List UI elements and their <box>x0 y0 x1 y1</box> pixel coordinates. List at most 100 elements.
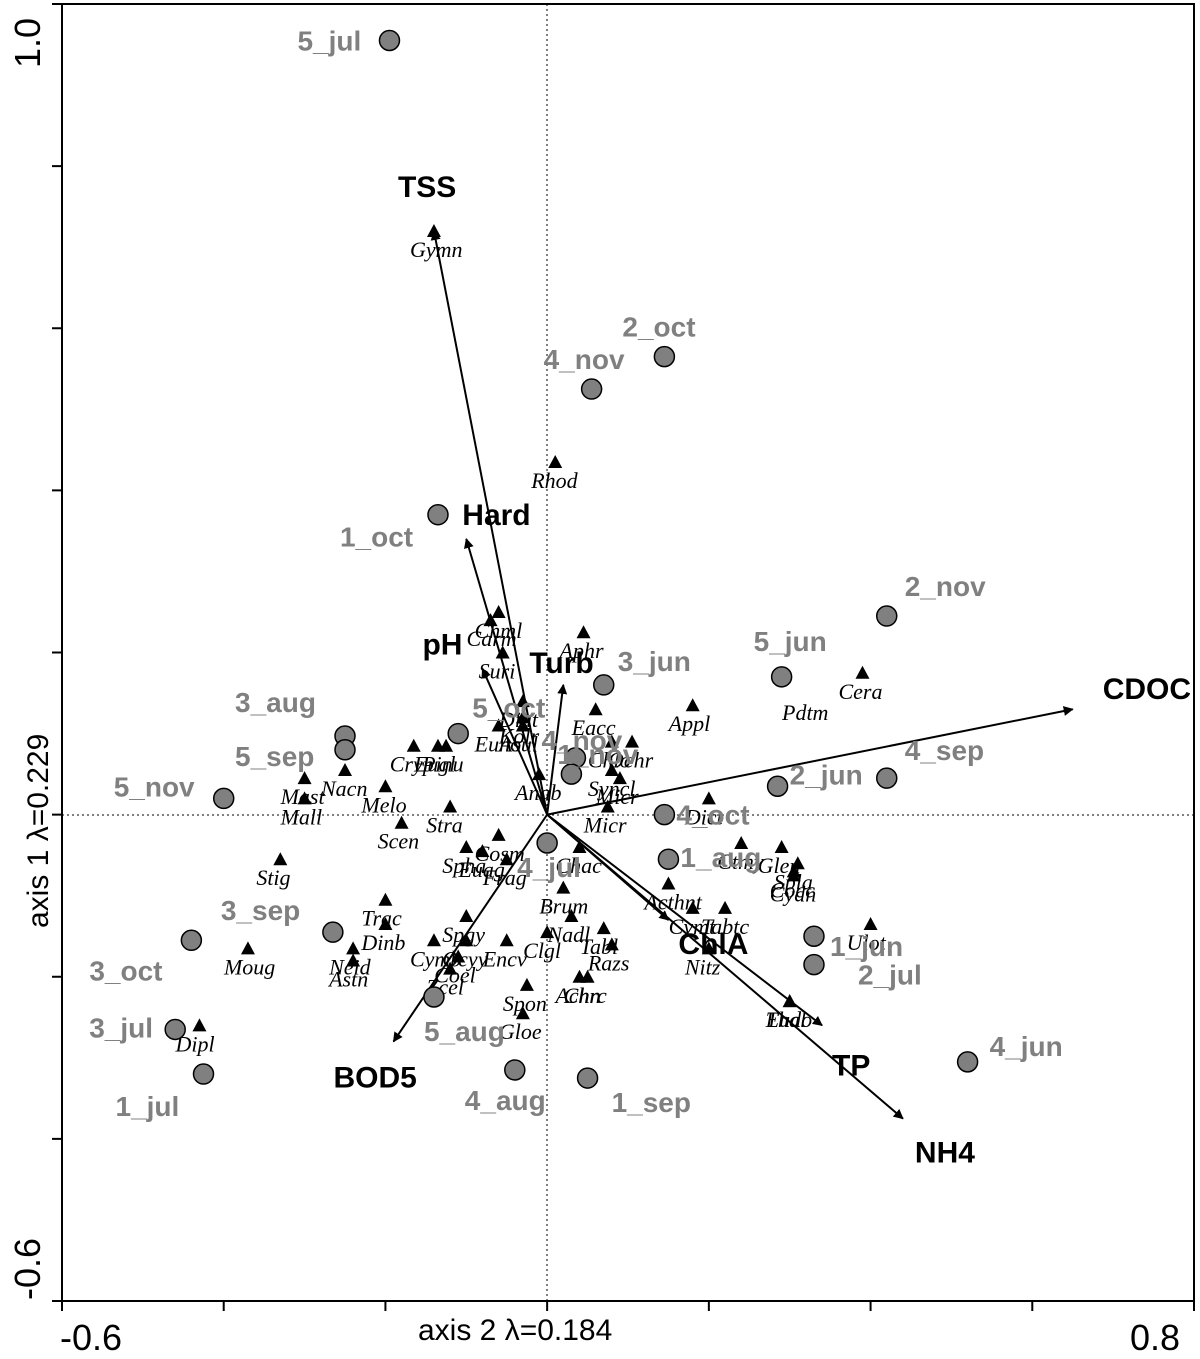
site-label: 1_aug <box>680 842 761 873</box>
vector-ph <box>481 667 549 816</box>
species-label: Nadl <box>546 922 590 947</box>
species-label: Stig <box>256 865 290 890</box>
species-label: Eacc <box>571 715 616 740</box>
species-marker <box>475 844 490 858</box>
species-marker <box>600 799 615 813</box>
site-label: 5_jul <box>297 25 361 56</box>
species-marker <box>491 827 506 841</box>
vector-hard <box>464 538 549 815</box>
species-marker <box>701 941 716 955</box>
vector-turb <box>546 683 568 815</box>
species-marker <box>548 455 563 469</box>
site-label: 5_oct <box>472 693 545 724</box>
species-label: Gloe <box>499 1019 542 1044</box>
x-axis-ticks <box>61 1301 1195 1311</box>
site-marker <box>447 722 469 745</box>
site-marker <box>653 345 676 368</box>
vector-bod5 <box>392 814 548 1043</box>
site-marker <box>875 605 898 627</box>
species-label: Chml <box>475 618 523 643</box>
species-marker <box>459 933 474 947</box>
site-label: 1_oct <box>340 522 413 553</box>
species-marker <box>519 977 534 991</box>
species-label: Ulot <box>847 930 887 955</box>
x-axis-title: axis 2 λ=0.184 <box>418 1314 612 1347</box>
site-label: 5_nov <box>114 771 195 802</box>
site-label: 5_aug <box>424 1016 505 1047</box>
species-marker <box>394 815 409 829</box>
species-marker <box>491 718 506 732</box>
x-tick-label-max: 0.8 <box>1130 1317 1180 1358</box>
vector-cdoc <box>546 706 1074 816</box>
species-marker <box>588 702 603 716</box>
species-label: Cocc <box>770 877 815 902</box>
y-axis-title: axis 1 λ=0.229 <box>22 734 55 928</box>
species-marker <box>426 933 441 947</box>
site-label: 4_jun <box>990 1031 1063 1062</box>
species-marker <box>576 625 591 639</box>
site-label: 5_sep <box>235 741 314 772</box>
vector-label: pH <box>422 629 462 662</box>
species-marker <box>515 1006 530 1020</box>
site-marker <box>956 1051 979 1073</box>
species-marker <box>378 779 393 793</box>
site-marker <box>334 739 356 761</box>
species-label: Stra <box>426 813 463 838</box>
species-marker <box>430 738 445 752</box>
vector-tp <box>546 813 823 1027</box>
species-label: Aphr <box>558 638 604 663</box>
site-label: 3_sep <box>221 895 300 926</box>
species-marker <box>491 604 506 618</box>
site-marker <box>580 378 603 400</box>
species-label: Ctmy <box>717 849 764 874</box>
site-marker <box>766 775 789 798</box>
site-label: 4_oct <box>676 800 749 831</box>
site-marker <box>322 921 344 943</box>
site-label: 1_sep <box>612 1087 691 1118</box>
vector-label: TP <box>832 1049 870 1082</box>
site-marker <box>536 832 558 854</box>
species-label: Cera <box>838 679 882 704</box>
species-marker <box>406 738 421 752</box>
species-marker <box>346 941 361 955</box>
species-label: Clgl <box>523 938 561 963</box>
species-marker <box>338 763 352 777</box>
species-marker <box>625 734 640 748</box>
sites-layer: 5_jul2_oct4_nov1_oct2_nov5_jun3_jun3_aug… <box>89 25 1063 1122</box>
species-marker <box>863 917 878 931</box>
site-label: 3_oct <box>89 955 162 986</box>
vector-tss <box>430 229 549 815</box>
species-label: Nacn <box>320 776 367 801</box>
species-label: Encv <box>482 946 527 971</box>
species-label: Euag <box>457 857 504 882</box>
vector-label: NH4 <box>915 1137 975 1170</box>
species-label: Melo <box>360 792 406 817</box>
site-label: 1_nov <box>557 739 638 770</box>
species-marker <box>734 835 749 849</box>
species-marker <box>604 937 619 951</box>
species-marker <box>346 953 361 967</box>
species-marker <box>604 734 619 748</box>
site-marker <box>164 1018 186 1041</box>
species-label: Coel <box>434 962 476 987</box>
species-label: Pinu <box>421 752 464 777</box>
site-label: 4_jul <box>517 852 581 883</box>
species-label: Spha <box>442 853 486 878</box>
species-marker <box>855 665 870 679</box>
species-label: Carm <box>467 626 517 651</box>
site-label: 3_jul <box>89 1012 153 1043</box>
x-tick-label-min: -0.6 <box>60 1317 122 1358</box>
species-label: Achn <box>553 983 600 1008</box>
species-marker <box>499 852 514 866</box>
species-marker <box>718 900 733 914</box>
site-marker <box>378 29 401 52</box>
species-marker <box>378 892 393 906</box>
species-label: Cryp <box>390 752 434 777</box>
species-marker <box>443 961 458 975</box>
site-label: 2_oct <box>622 312 695 343</box>
site-label: 2_jul <box>858 960 922 991</box>
species-label: Neid <box>328 954 372 979</box>
species-label: Chac <box>555 853 602 878</box>
species-label: Micr <box>583 813 627 838</box>
